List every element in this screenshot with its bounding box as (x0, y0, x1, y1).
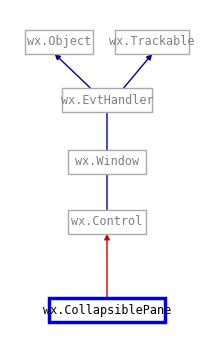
FancyBboxPatch shape (25, 30, 93, 54)
Text: wx.EvtHandler: wx.EvtHandler (61, 94, 153, 107)
Text: wx.Trackable: wx.Trackable (109, 35, 195, 49)
FancyBboxPatch shape (68, 150, 146, 174)
Text: wx.Object: wx.Object (27, 35, 91, 49)
FancyBboxPatch shape (68, 210, 146, 234)
FancyBboxPatch shape (49, 298, 165, 322)
Text: wx.Control: wx.Control (71, 215, 143, 228)
Text: wx.Window: wx.Window (75, 155, 139, 168)
FancyBboxPatch shape (62, 88, 152, 112)
Text: wx.CollapsiblePane: wx.CollapsiblePane (43, 304, 171, 316)
FancyBboxPatch shape (115, 30, 189, 54)
